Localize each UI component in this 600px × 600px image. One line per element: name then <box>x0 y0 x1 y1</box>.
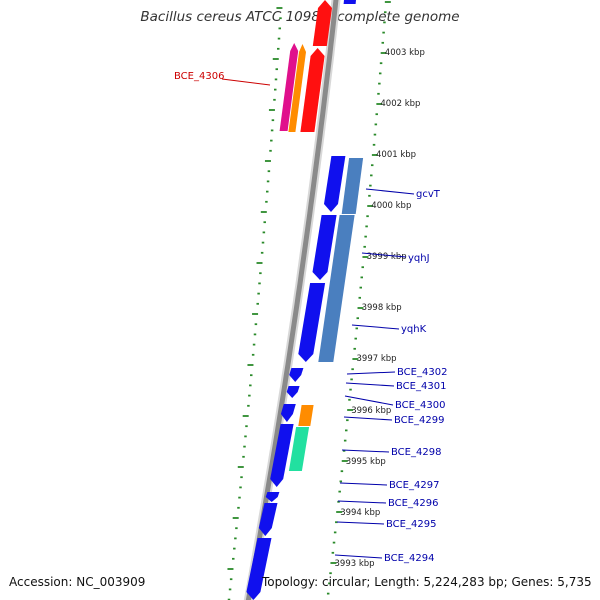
feature-gcvT[interactable] <box>324 156 346 212</box>
kbp-label: 4000 kbp <box>371 201 411 211</box>
feature-bce4294[interactable] <box>246 538 272 600</box>
feature-bce4300[interactable] <box>280 404 296 422</box>
map-title: Bacillus cereus ATCC 10987, complete gen… <box>140 9 460 25</box>
gene-label-bce-4297[interactable]: BCE_4297 <box>339 480 439 491</box>
feature-yqhJ[interactable] <box>312 215 337 280</box>
leader-line <box>341 449 390 453</box>
feature-bce4299-orange[interactable] <box>298 405 314 426</box>
kbp-label: 4003 kbp <box>385 48 425 58</box>
gene-label-yqhk[interactable]: yqhK <box>351 324 427 335</box>
gene-name[interactable]: yqhJ <box>408 253 430 264</box>
feature-track[interactable] <box>246 0 364 600</box>
feature-yqhK[interactable] <box>298 283 326 362</box>
gene-name[interactable]: BCE_4297 <box>389 480 439 491</box>
kbp-labels: 4003 kbp 4002 kbp 4001 kbp 4000 kbp 3999 kbp… <box>335 48 425 569</box>
kbp-label: 3997 kbp <box>357 354 397 364</box>
kbp-label: 3995 kbp <box>346 457 386 467</box>
gene-name[interactable]: yqhK <box>401 324 427 335</box>
feature-orange[interactable] <box>288 44 306 132</box>
feature-bce4298-green[interactable] <box>288 427 310 471</box>
gene-labels[interactable]: BCE_4306 gcvT yqhJ yqhK BCE_4302 BCE_4301 BCE_… <box>174 71 447 564</box>
feature-red-b[interactable] <box>300 48 325 132</box>
feature-bce4302[interactable] <box>289 368 304 382</box>
gene-label-bce-4294[interactable]: BCE_4294 <box>334 553 434 564</box>
gene-label-bce-4300[interactable]: BCE_4300 <box>344 395 445 411</box>
feature-red-a[interactable] <box>312 0 332 46</box>
kbp-label: 3998 kbp <box>362 303 402 313</box>
gene-name[interactable]: BCE_4300 <box>395 400 445 411</box>
gene-label-bce-4301[interactable]: BCE_4301 <box>345 381 446 392</box>
feature-steel-b[interactable] <box>318 215 355 362</box>
leader-line <box>361 252 407 258</box>
kbp-label: 3994 kbp <box>340 508 380 518</box>
gene-name[interactable]: BCE_4296 <box>388 498 438 509</box>
kbp-label: 4002 kbp <box>380 99 420 109</box>
gene-label-bce-4299[interactable]: BCE_4299 <box>343 415 444 426</box>
gene-label-bce-4296[interactable]: BCE_4296 <box>337 498 438 509</box>
gene-name[interactable]: gcvT <box>416 189 441 200</box>
kbp-label: 3996 kbp <box>351 406 391 416</box>
outer-tick-ring <box>326 1 391 595</box>
leader-line <box>221 78 271 86</box>
feature-bce4301[interactable] <box>286 386 300 398</box>
leader-line <box>336 521 385 525</box>
kbp-label: 4001 kbp <box>376 150 416 160</box>
feature-top-blue[interactable] <box>343 0 356 4</box>
gene-label-bce-4295[interactable]: BCE_4295 <box>336 519 436 530</box>
accession-text: Accession: NC_003909 <box>9 575 146 589</box>
gene-name[interactable]: BCE_4298 <box>391 447 441 458</box>
gene-label-bce-4306[interactable]: BCE_4306 <box>174 71 271 86</box>
leader-line <box>339 482 388 486</box>
feature-bce4297[interactable] <box>265 492 280 502</box>
gene-label-gcvt[interactable]: gcvT <box>365 188 441 200</box>
gene-label-bce-4298[interactable]: BCE_4298 <box>341 447 441 458</box>
feature-bce4296[interactable] <box>258 503 278 536</box>
leader-line <box>345 382 395 387</box>
gene-name[interactable]: BCE_4294 <box>384 553 434 564</box>
leader-line <box>346 371 396 375</box>
leader-line <box>337 500 387 504</box>
gene-name[interactable]: BCE_4299 <box>394 415 444 426</box>
gene-name[interactable]: BCE_4306 <box>174 71 224 82</box>
kbp-label: 3993 kbp <box>335 559 375 569</box>
gene-name[interactable]: BCE_4302 <box>397 367 447 378</box>
kbp-label: 3999 kbp <box>367 252 407 262</box>
feature-magenta[interactable] <box>279 43 299 131</box>
leader-line <box>344 395 394 406</box>
gene-label-bce-4302[interactable]: BCE_4302 <box>346 367 447 378</box>
feature-steel-a[interactable] <box>341 158 364 214</box>
leader-line <box>365 188 415 195</box>
gene-label-yqhj[interactable]: yqhJ <box>361 252 430 264</box>
leader-line <box>334 554 383 559</box>
topology-summary: Topology: circular; Length: 5,224,283 bp… <box>262 575 592 589</box>
gene-name[interactable]: BCE_4301 <box>396 381 446 392</box>
leader-line <box>351 324 400 330</box>
gene-name[interactable]: BCE_4295 <box>386 519 436 530</box>
leader-line <box>343 416 393 421</box>
feature-bce4298[interactable] <box>270 424 294 487</box>
